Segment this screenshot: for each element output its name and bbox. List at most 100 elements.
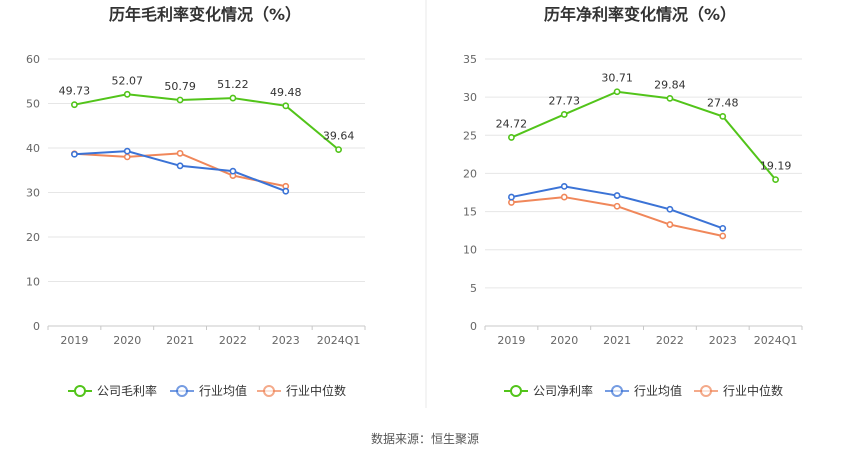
data-point bbox=[71, 150, 78, 158]
legend-item[interactable]: 行业中位数 bbox=[257, 383, 346, 398]
y-tick-label: 0 bbox=[33, 320, 40, 333]
x-tick-label: 2021 bbox=[166, 334, 194, 347]
data-point bbox=[508, 199, 515, 206]
y-tick-label: 30 bbox=[26, 187, 40, 200]
y-tick-label: 5 bbox=[470, 282, 477, 295]
legend: 公司净利率 行业均值 行业中位数 bbox=[504, 383, 783, 398]
data-point bbox=[613, 88, 621, 96]
data-point bbox=[666, 221, 674, 228]
x-tick-label: 2022 bbox=[219, 334, 247, 347]
chart-panel-1: 历年毛利率变化情况（%） 0 10 20 30 40 50 60 2019 2020 2021 202… bbox=[26, 5, 366, 398]
legend-marker-icon bbox=[176, 385, 188, 397]
y-tick-label: 10 bbox=[26, 276, 40, 289]
legend-label: 公司净利率 bbox=[533, 383, 593, 398]
y-tick-label: 50 bbox=[26, 98, 40, 111]
data-point bbox=[560, 111, 568, 118]
data-label: 29.84 bbox=[654, 78, 686, 91]
data-point bbox=[176, 149, 184, 157]
data-point bbox=[123, 153, 131, 161]
x-tick-label: 2024Q1 bbox=[317, 334, 361, 347]
data-point bbox=[229, 94, 237, 102]
series-industry-average bbox=[508, 182, 727, 232]
data-label: 27.48 bbox=[707, 96, 739, 109]
data-point bbox=[282, 102, 290, 110]
chart-title: 历年毛利率变化情况（%） bbox=[109, 5, 301, 24]
data-label: 30.71 bbox=[601, 72, 633, 85]
legend-item[interactable]: 行业均值 bbox=[170, 383, 247, 398]
legend-item[interactable]: 行业中位数 bbox=[694, 383, 783, 398]
data-label: 39.64 bbox=[323, 130, 355, 143]
legend-label: 行业中位数 bbox=[286, 383, 346, 398]
legend-item[interactable]: 公司毛利率 bbox=[68, 383, 157, 398]
data-point bbox=[613, 202, 621, 210]
data-point bbox=[508, 193, 515, 201]
series-line bbox=[511, 90, 777, 181]
series-line bbox=[74, 150, 287, 193]
data-label: 19.19 bbox=[760, 160, 792, 173]
legend-marker-icon bbox=[700, 385, 712, 397]
series-line bbox=[74, 152, 286, 188]
data-point bbox=[666, 94, 674, 102]
y-tick-label: 15 bbox=[463, 206, 477, 219]
x-tick-label: 2023 bbox=[709, 334, 737, 347]
y-tick-label: 20 bbox=[26, 231, 40, 244]
data-label: 51.22 bbox=[217, 78, 249, 91]
legend-label: 公司毛利率 bbox=[97, 383, 157, 398]
data-point bbox=[176, 162, 184, 170]
legend-label: 行业中位数 bbox=[723, 383, 783, 398]
data-label: 27.73 bbox=[549, 94, 581, 107]
series-company: 49.73 52.07 50.79 51.22 49.48 39.64 bbox=[59, 74, 355, 154]
data-label: 52.07 bbox=[112, 74, 144, 87]
data-source-note: 数据来源：恒生聚源 bbox=[371, 431, 479, 446]
data-point bbox=[719, 232, 727, 240]
y-tick-label: 30 bbox=[463, 91, 477, 104]
y-tick-label: 20 bbox=[463, 167, 477, 180]
legend-label: 行业均值 bbox=[199, 383, 247, 398]
series-line bbox=[74, 93, 340, 151]
legend-label: 行业均值 bbox=[634, 383, 682, 398]
data-point bbox=[123, 147, 131, 155]
x-tick-label: 2019 bbox=[60, 334, 88, 347]
data-point bbox=[666, 205, 674, 213]
y-tick-label: 10 bbox=[463, 244, 477, 257]
x-tick-label: 2024Q1 bbox=[754, 334, 798, 347]
data-point bbox=[335, 146, 342, 154]
data-point bbox=[560, 193, 568, 201]
legend-marker-icon bbox=[611, 385, 623, 397]
data-label: 50.79 bbox=[164, 80, 196, 93]
legend-marker-icon bbox=[263, 385, 275, 397]
series-industry-median bbox=[508, 193, 727, 240]
data-point bbox=[613, 192, 621, 199]
data-point bbox=[719, 224, 727, 232]
data-point bbox=[772, 176, 779, 184]
x-tick-label: 2020 bbox=[550, 334, 578, 347]
y-tick-label: 60 bbox=[26, 53, 40, 66]
series-industry-median bbox=[71, 149, 290, 190]
x-tick-label: 2023 bbox=[272, 334, 300, 347]
data-point bbox=[560, 182, 568, 190]
x-tick-label: 2020 bbox=[113, 334, 141, 347]
series-company: 24.72 27.73 30.71 29.84 27.48 19.19 bbox=[496, 72, 792, 184]
x-tick-label: 2019 bbox=[497, 334, 525, 347]
data-point bbox=[282, 187, 290, 195]
data-point bbox=[71, 101, 78, 109]
chart-panel-2: 历年净利率变化情况（%） 0 5 10 15 20 25 30 35 2019 2020 2021 20… bbox=[463, 5, 803, 398]
y-tick-label: 25 bbox=[463, 129, 477, 142]
data-point bbox=[176, 96, 184, 104]
data-label: 24.72 bbox=[496, 117, 528, 130]
legend-item[interactable]: 公司净利率 bbox=[504, 383, 593, 398]
data-point bbox=[508, 134, 515, 141]
y-tick-label: 0 bbox=[470, 320, 477, 333]
legend: 公司毛利率 行业均值 行业中位数 bbox=[68, 383, 346, 398]
legend-marker-icon bbox=[74, 385, 86, 397]
series-industry-average bbox=[71, 147, 290, 195]
legend-item[interactable]: 行业均值 bbox=[605, 383, 682, 398]
chart-title: 历年净利率变化情况（%） bbox=[544, 5, 736, 24]
data-point bbox=[123, 90, 131, 98]
x-tick-label: 2021 bbox=[603, 334, 631, 347]
y-tick-label: 35 bbox=[463, 53, 477, 66]
data-label: 49.73 bbox=[59, 85, 91, 98]
data-point bbox=[229, 167, 237, 175]
data-point bbox=[719, 112, 727, 120]
